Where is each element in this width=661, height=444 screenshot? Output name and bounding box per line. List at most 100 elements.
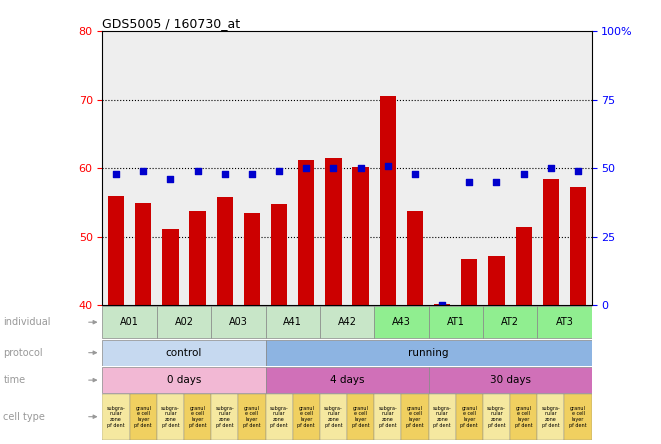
Text: granul
e cell
layer
pf dent: granul e cell layer pf dent bbox=[406, 406, 424, 428]
Point bbox=[518, 170, 529, 177]
Bar bbox=[325, 158, 342, 305]
Text: granul
e cell
layer
pf dent: granul e cell layer pf dent bbox=[243, 406, 260, 428]
Bar bbox=[564, 394, 592, 440]
Bar bbox=[217, 197, 233, 305]
Text: 30 days: 30 days bbox=[490, 375, 531, 385]
Point bbox=[356, 165, 366, 172]
Bar bbox=[537, 394, 564, 440]
Text: control: control bbox=[166, 348, 202, 358]
Bar bbox=[162, 229, 178, 305]
Text: granul
e cell
layer
pf dent: granul e cell layer pf dent bbox=[134, 406, 152, 428]
Bar bbox=[211, 394, 239, 440]
Bar bbox=[543, 178, 559, 305]
Bar bbox=[266, 394, 293, 440]
Bar bbox=[135, 202, 151, 305]
Bar bbox=[190, 211, 206, 305]
Text: A03: A03 bbox=[229, 317, 248, 327]
Text: running: running bbox=[408, 348, 449, 358]
Bar bbox=[374, 306, 428, 338]
Bar bbox=[461, 259, 477, 305]
Bar bbox=[266, 367, 428, 393]
Text: granul
e cell
layer
pf dent: granul e cell layer pf dent bbox=[569, 406, 587, 428]
Text: subgra-
nular
zone
pf dent: subgra- nular zone pf dent bbox=[378, 406, 397, 428]
Point bbox=[572, 167, 583, 174]
Bar bbox=[108, 196, 124, 305]
Text: AT1: AT1 bbox=[447, 317, 465, 327]
Text: granul
e cell
layer
pf dent: granul e cell layer pf dent bbox=[461, 406, 478, 428]
Bar bbox=[157, 306, 211, 338]
Bar bbox=[102, 340, 266, 366]
Text: A42: A42 bbox=[338, 317, 356, 327]
Bar bbox=[239, 394, 266, 440]
Bar bbox=[266, 340, 592, 366]
Point bbox=[274, 167, 284, 174]
Bar bbox=[157, 394, 184, 440]
Text: subgra-
nular
zone
pf dent: subgra- nular zone pf dent bbox=[161, 406, 180, 428]
Bar bbox=[516, 226, 532, 305]
Bar bbox=[401, 394, 428, 440]
Point bbox=[192, 167, 203, 174]
Point bbox=[464, 178, 475, 186]
Bar bbox=[488, 256, 504, 305]
Text: 4 days: 4 days bbox=[330, 375, 364, 385]
Point bbox=[247, 170, 257, 177]
Bar bbox=[271, 204, 288, 305]
Bar bbox=[244, 213, 260, 305]
Text: granul
e cell
layer
pf dent: granul e cell layer pf dent bbox=[515, 406, 533, 428]
Text: AT3: AT3 bbox=[555, 317, 573, 327]
Bar bbox=[102, 367, 266, 393]
Point bbox=[545, 165, 556, 172]
Point bbox=[383, 162, 393, 169]
Text: GDS5005 / 160730_at: GDS5005 / 160730_at bbox=[102, 17, 241, 30]
Text: A43: A43 bbox=[392, 317, 410, 327]
Text: AT2: AT2 bbox=[501, 317, 519, 327]
Bar bbox=[293, 394, 320, 440]
Text: individual: individual bbox=[3, 317, 51, 327]
Point bbox=[219, 170, 230, 177]
Bar bbox=[130, 394, 157, 440]
Point bbox=[410, 170, 420, 177]
Bar bbox=[211, 306, 266, 338]
Text: subgra-
nular
zone
pf dent: subgra- nular zone pf dent bbox=[215, 406, 234, 428]
Text: subgra-
nular
zone
pf dent: subgra- nular zone pf dent bbox=[270, 406, 288, 428]
Bar bbox=[428, 367, 592, 393]
Text: granul
e cell
layer
pf dent: granul e cell layer pf dent bbox=[297, 406, 315, 428]
Text: subgra-
nular
zone
pf dent: subgra- nular zone pf dent bbox=[433, 406, 451, 428]
Text: granul
e cell
layer
pf dent: granul e cell layer pf dent bbox=[352, 406, 369, 428]
Bar bbox=[102, 394, 130, 440]
Bar bbox=[483, 394, 510, 440]
Bar bbox=[298, 160, 315, 305]
Bar bbox=[184, 394, 211, 440]
Point bbox=[138, 167, 149, 174]
Text: time: time bbox=[3, 375, 25, 385]
Bar bbox=[483, 306, 537, 338]
Bar bbox=[455, 394, 483, 440]
Text: A41: A41 bbox=[284, 317, 302, 327]
Text: A02: A02 bbox=[175, 317, 194, 327]
Text: subgra-
nular
zone
pf dent: subgra- nular zone pf dent bbox=[487, 406, 506, 428]
Bar bbox=[374, 394, 401, 440]
Bar bbox=[320, 306, 374, 338]
Text: protocol: protocol bbox=[3, 348, 43, 358]
Bar bbox=[347, 394, 374, 440]
Bar bbox=[266, 306, 320, 338]
Text: 0 days: 0 days bbox=[167, 375, 201, 385]
Point bbox=[437, 302, 447, 309]
Point bbox=[328, 165, 338, 172]
Point bbox=[491, 178, 502, 186]
Text: subgra-
nular
zone
pf dent: subgra- nular zone pf dent bbox=[541, 406, 561, 428]
Bar bbox=[407, 211, 423, 305]
Text: cell type: cell type bbox=[3, 412, 45, 422]
Point bbox=[301, 165, 311, 172]
Point bbox=[111, 170, 122, 177]
Text: subgra-
nular
zone
pf dent: subgra- nular zone pf dent bbox=[106, 406, 126, 428]
Text: A01: A01 bbox=[120, 317, 139, 327]
Bar bbox=[570, 187, 586, 305]
Bar bbox=[537, 306, 592, 338]
Bar bbox=[428, 306, 483, 338]
Point bbox=[165, 176, 176, 183]
Bar bbox=[320, 394, 347, 440]
Bar bbox=[379, 96, 396, 305]
Bar bbox=[434, 304, 450, 305]
Bar bbox=[428, 394, 455, 440]
